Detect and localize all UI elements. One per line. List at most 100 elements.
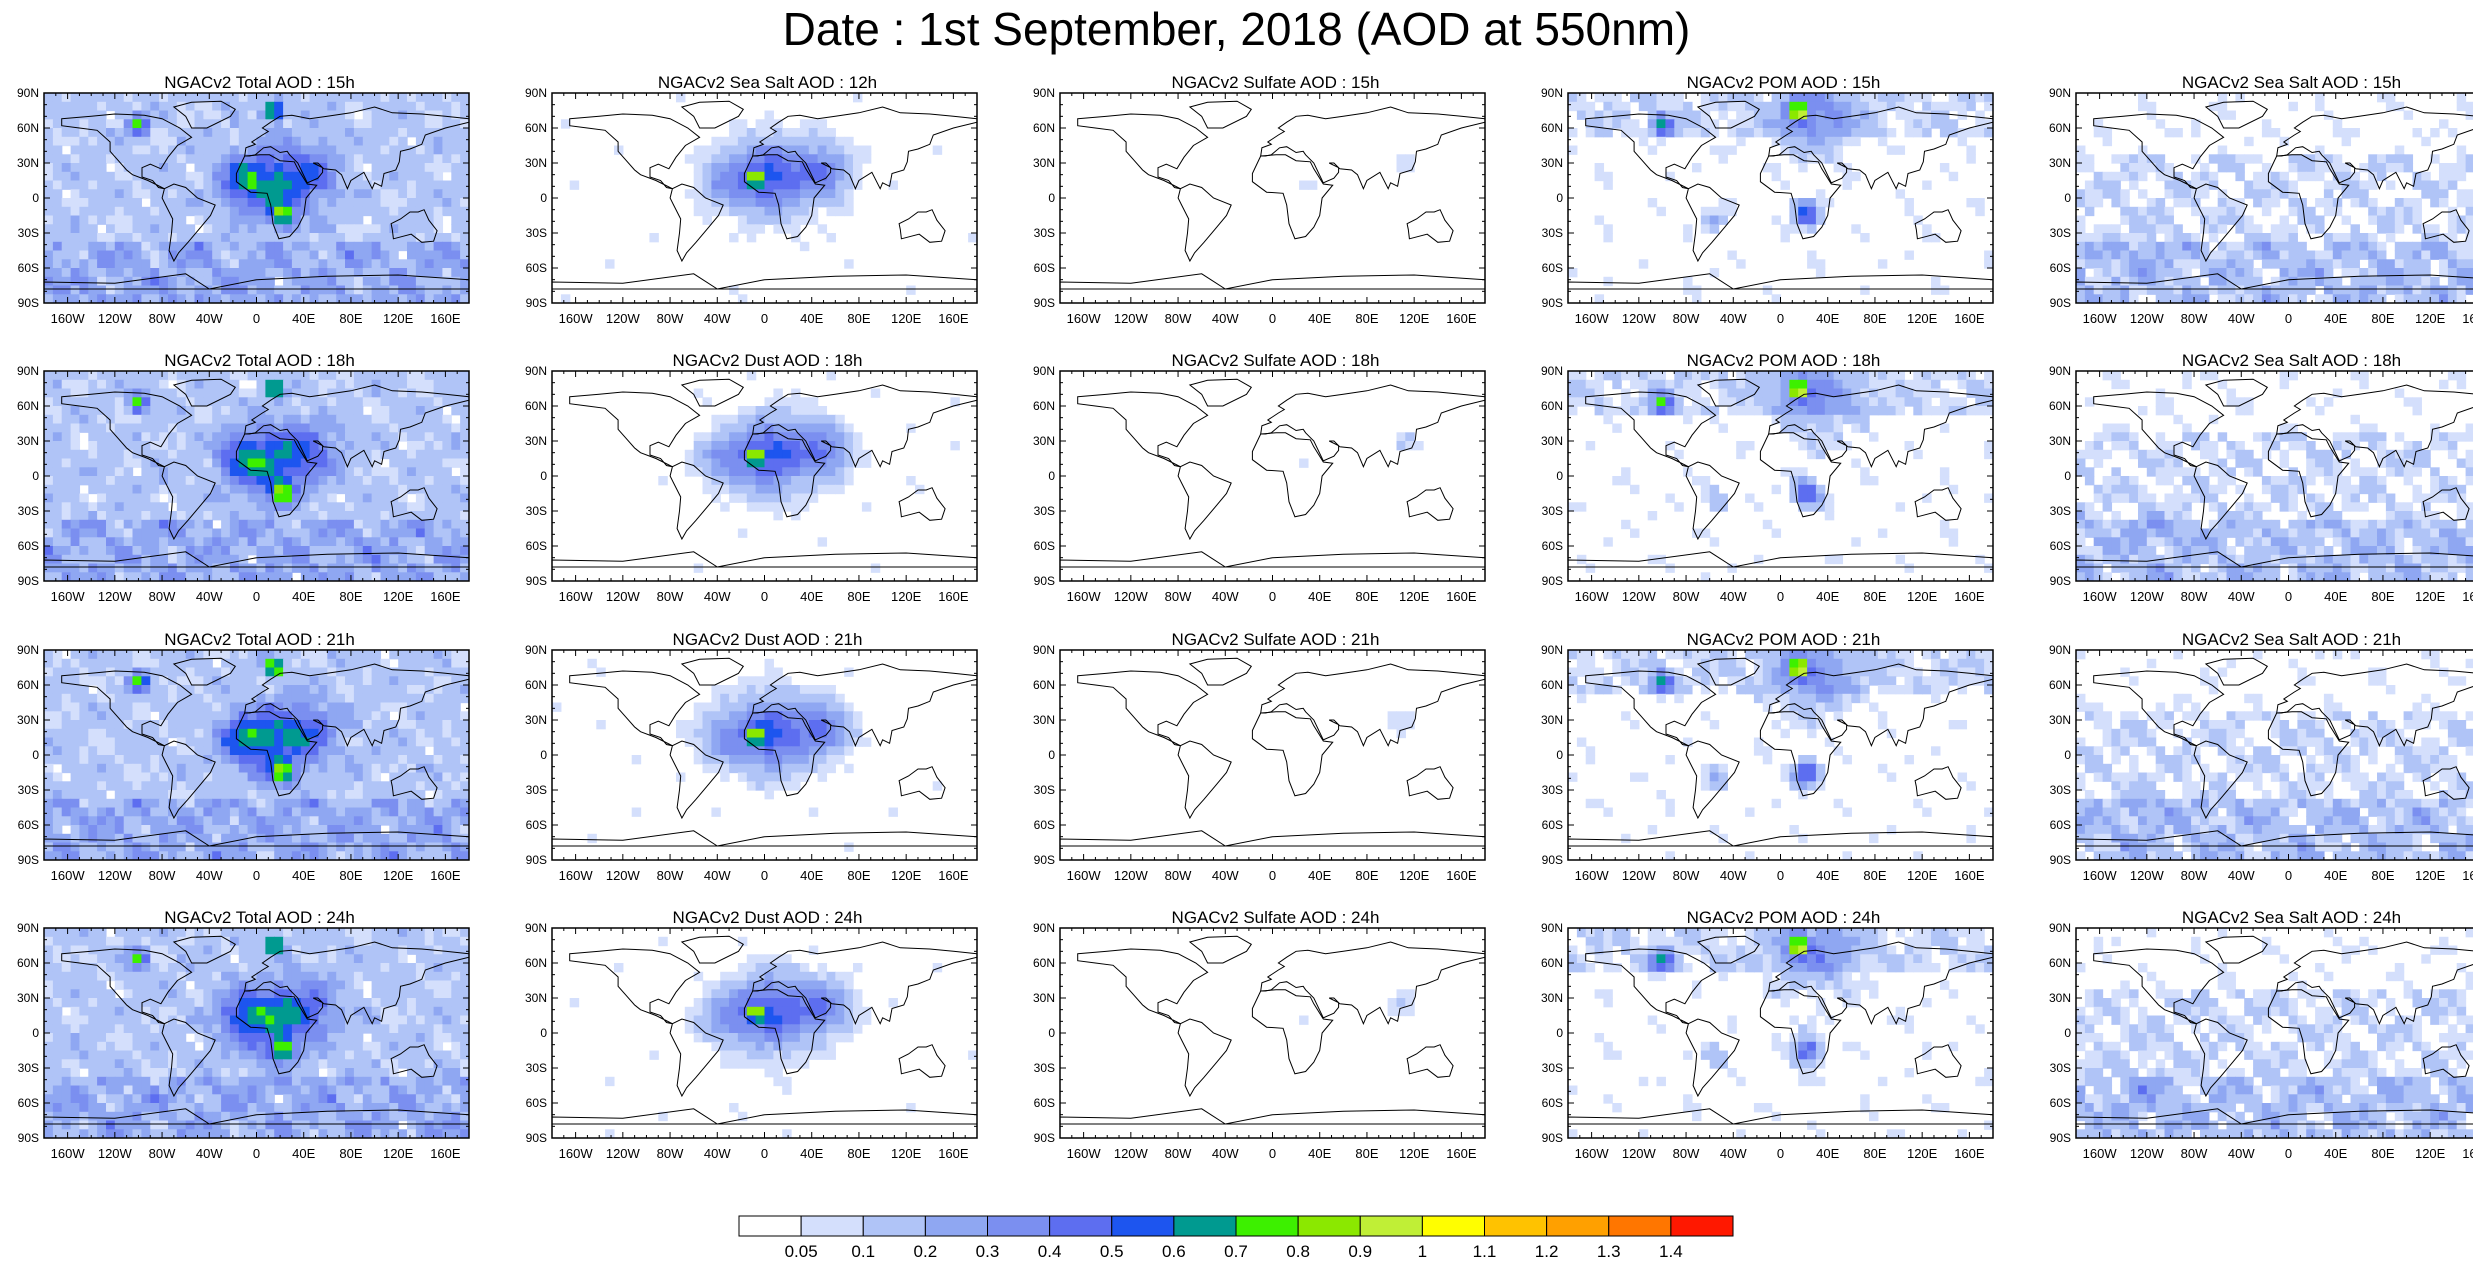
colorbar-swatch (801, 1216, 863, 1236)
latitude-label: 30N (12, 991, 39, 1005)
longitude-label: 40W (692, 1146, 742, 1161)
longitude-label: 120E (373, 589, 423, 604)
latitude-label: 90S (1028, 853, 1055, 867)
coastlines (1060, 936, 1485, 1124)
longitude-label: 120W (2122, 311, 2172, 326)
longitude-label: 120E (373, 1146, 423, 1161)
latitude-label: 30S (1536, 504, 1563, 518)
longitude-label: 160E (1436, 589, 1486, 604)
latitude-label: 0 (520, 748, 547, 762)
latitude-label: 30S (1536, 783, 1563, 797)
latitude-label: 60S (1028, 539, 1055, 553)
longitude-label: 80E (326, 1146, 376, 1161)
latitude-label: 90S (2044, 296, 2071, 310)
longitude-label: 0 (740, 1146, 790, 1161)
map-frame (1060, 928, 1485, 1138)
longitude-label: 80E (1850, 589, 1900, 604)
latitude-label: 90N (520, 643, 547, 657)
latitude-label: 90S (1536, 574, 1563, 588)
latitude-label: 90N (520, 364, 547, 378)
longitude-label: 120W (90, 1146, 140, 1161)
aod-shading (2076, 650, 2473, 861)
longitude-label: 160W (43, 868, 93, 883)
latitude-label: 90S (1028, 1131, 1055, 1145)
colorbar-swatch (1422, 1216, 1484, 1236)
longitude-label: 120E (1897, 1146, 1947, 1161)
latitude-label: 90S (12, 574, 39, 588)
latitude-label: 90S (2044, 574, 2071, 588)
latitude-label: 30S (2044, 226, 2071, 240)
latitude-label: 0 (1536, 191, 1563, 205)
colorbar-label: 1.3 (1584, 1242, 1634, 1262)
latitude-label: 0 (12, 1026, 39, 1040)
colorbar-swatch (1112, 1216, 1174, 1236)
longitude-label: 120W (1614, 311, 1664, 326)
latitude-label: 30N (1028, 991, 1055, 1005)
latitude-label: 60S (520, 818, 547, 832)
latitude-label: 90N (1536, 364, 1563, 378)
longitude-label: 0 (232, 1146, 282, 1161)
longitude-label: 160W (1059, 868, 1109, 883)
longitude-label: 160W (2075, 1146, 2125, 1161)
longitude-label: 0 (1248, 1146, 1298, 1161)
longitude-label: 40W (2216, 589, 2266, 604)
latitude-label: 60N (1536, 956, 1563, 970)
longitude-label: 0 (2264, 1146, 2314, 1161)
page-title: Date : 1st September, 2018 (AOD at 550nm… (0, 2, 2473, 56)
latitude-label: 90N (520, 86, 547, 100)
latitude-label: 0 (1536, 469, 1563, 483)
longitude-label: 120E (1897, 589, 1947, 604)
latitude-label: 90N (2044, 921, 2071, 935)
aod-shading (1568, 650, 1994, 861)
longitude-label: 160W (2075, 868, 2125, 883)
colorbar-label: 0.3 (963, 1242, 1013, 1262)
latitude-label: 90S (520, 1131, 547, 1145)
longitude-label: 120W (1614, 868, 1664, 883)
latitude-label: 0 (520, 1026, 547, 1040)
colorbar-label: 0.4 (1025, 1242, 1075, 1262)
longitude-label: 0 (1756, 311, 1806, 326)
longitude-label: 80E (326, 311, 376, 326)
longitude-label: 40E (1803, 311, 1853, 326)
longitude-label: 160E (928, 1146, 978, 1161)
longitude-label: 160E (1944, 589, 1994, 604)
colorbar-swatch (863, 1216, 925, 1236)
latitude-label: 30N (1536, 156, 1563, 170)
latitude-label: 0 (12, 191, 39, 205)
longitude-label: 120W (1106, 311, 1156, 326)
longitude-label: 40W (184, 1146, 234, 1161)
longitude-label: 160W (2075, 311, 2125, 326)
latitude-label: 30S (12, 783, 39, 797)
latitude-label: 30N (520, 156, 547, 170)
latitude-label: 30N (1028, 434, 1055, 448)
longitude-label: 40E (1295, 589, 1345, 604)
longitude-label: 80E (1850, 311, 1900, 326)
longitude-label: 80W (1661, 311, 1711, 326)
aod-shading (44, 928, 470, 1139)
longitude-label: 160E (2452, 868, 2473, 883)
latitude-label: 30S (520, 504, 547, 518)
latitude-label: 60N (1536, 678, 1563, 692)
longitude-label: 40E (787, 868, 837, 883)
longitude-label: 120W (2122, 1146, 2172, 1161)
latitude-label: 60S (2044, 818, 2071, 832)
latitude-label: 60N (12, 121, 39, 135)
latitude-label: 90S (520, 574, 547, 588)
latitude-label: 0 (1028, 469, 1055, 483)
longitude-label: 0 (2264, 868, 2314, 883)
latitude-label: 30N (2044, 434, 2071, 448)
longitude-label: 160E (420, 868, 470, 883)
colorbar-swatch (1360, 1216, 1422, 1236)
latitude-label: 30S (12, 226, 39, 240)
longitude-label: 120E (881, 1146, 931, 1161)
latitude-label: 30N (520, 713, 547, 727)
longitude-label: 160W (1059, 589, 1109, 604)
latitude-label: 0 (2044, 748, 2071, 762)
latitude-label: 90S (1536, 853, 1563, 867)
latitude-label: 30S (12, 504, 39, 518)
latitude-label: 90S (2044, 1131, 2071, 1145)
